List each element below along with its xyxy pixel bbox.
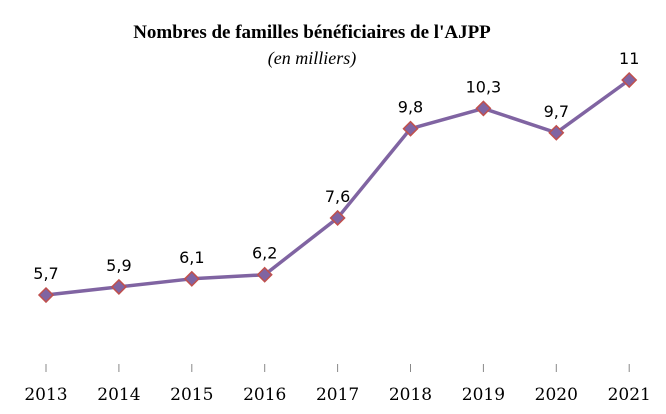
data-point-marker — [110, 278, 127, 295]
x-tick-label: 2019 — [462, 385, 505, 405]
x-tick-label: 2020 — [535, 385, 578, 405]
chart-title: Nombres de familles bénéficiaires de l'A… — [133, 22, 491, 43]
data-label: 6,2 — [252, 244, 277, 263]
data-point-marker — [329, 209, 346, 227]
data-point-marker — [402, 120, 419, 137]
data-label: 11 — [619, 49, 639, 68]
x-tick-label: 2021 — [608, 385, 651, 405]
data-label: 6,1 — [179, 248, 204, 267]
data-point-marker — [37, 286, 55, 304]
data-label: 5,9 — [106, 256, 131, 275]
data-label: 9,7 — [544, 102, 569, 121]
data-point-marker — [548, 124, 565, 141]
x-tick-label: 2017 — [316, 385, 359, 405]
x-tick-label: 2013 — [24, 385, 67, 405]
data-label: 9,8 — [398, 98, 423, 117]
data-point-marker — [475, 100, 492, 117]
data-label: 7,6 — [325, 187, 350, 206]
data-point-marker — [621, 71, 638, 89]
x-tick-label: 2018 — [389, 385, 432, 405]
data-label: 5,7 — [33, 264, 58, 283]
x-tick-label: 2014 — [97, 385, 140, 405]
x-tick-label: 2015 — [170, 385, 213, 405]
data-label: 10,3 — [466, 77, 502, 96]
chart-subtitle: (en milliers) — [268, 48, 356, 69]
x-tick-label: 2016 — [243, 385, 286, 405]
data-point-marker — [256, 266, 273, 283]
data-point-marker — [183, 270, 200, 287]
